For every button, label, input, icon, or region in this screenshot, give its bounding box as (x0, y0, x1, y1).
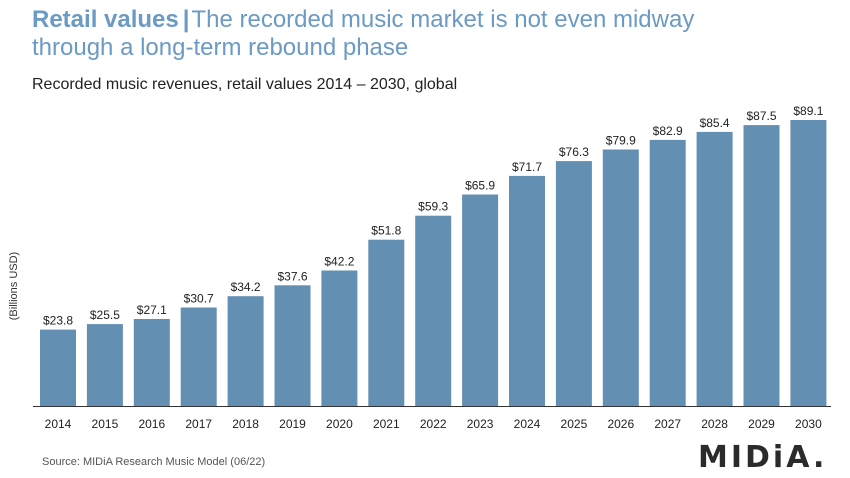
x-tick-2021: 2021 (373, 417, 400, 431)
bar-2018 (227, 296, 264, 406)
x-tick-2019: 2019 (279, 417, 306, 431)
chart-title: Retail values |The recorded music market … (32, 6, 832, 62)
data-label-2029: $87.5 (746, 109, 776, 123)
title-text-1: The recorded music market is not even mi… (191, 6, 695, 33)
x-tick-2022: 2022 (420, 417, 447, 431)
chart-subtitle: Recorded music revenues, retail values 2… (32, 76, 458, 93)
bar-2019 (274, 285, 311, 406)
x-tick-2030: 2030 (795, 417, 822, 431)
title-separator: | (182, 6, 190, 33)
x-tick-2028: 2028 (701, 417, 728, 431)
bar-2023 (462, 194, 499, 406)
bar-2024 (509, 175, 545, 406)
bar-2015 (86, 324, 123, 406)
data-label-2019: $37.6 (277, 269, 307, 283)
x-tick-2023: 2023 (467, 417, 494, 431)
data-label-2018: $34.2 (231, 280, 261, 294)
x-tick-2018: 2018 (232, 417, 259, 431)
x-tick-2025: 2025 (561, 417, 588, 431)
data-label-2016: $27.1 (137, 303, 167, 317)
bar-2017 (180, 307, 217, 406)
data-label-2025: $76.3 (559, 145, 589, 159)
bar-2022 (415, 215, 452, 406)
x-tick-2016: 2016 (138, 417, 165, 431)
data-label-2014: $23.8 (43, 314, 73, 328)
bar-2016 (133, 319, 170, 406)
bar-2028 (696, 131, 733, 406)
bar-2029 (743, 125, 780, 406)
bar-2025 (555, 161, 592, 406)
x-tick-2017: 2017 (185, 417, 212, 431)
data-label-2023: $65.9 (465, 179, 495, 193)
x-tick-2024: 2024 (514, 417, 541, 431)
data-label-2022: $59.3 (418, 200, 448, 214)
midia-logo: MIDiA. (698, 440, 828, 475)
bar-2021 (368, 239, 405, 406)
data-label-2024: $71.7 (512, 160, 542, 174)
title-line-1: Retail values |The recorded music market … (32, 6, 832, 34)
x-tick-2015: 2015 (92, 417, 119, 431)
x-tick-2026: 2026 (607, 417, 634, 431)
bar-2014 (40, 329, 76, 406)
data-label-2028: $85.4 (700, 116, 730, 130)
x-tick-2027: 2027 (654, 417, 681, 431)
x-tick-2014: 2014 (45, 417, 72, 431)
x-tick-2020: 2020 (326, 417, 353, 431)
data-label-2020: $42.2 (324, 255, 354, 269)
bar-2030 (790, 120, 827, 406)
source-note: Source: MIDiA Research Music Model (06/2… (42, 456, 266, 468)
data-label-2015: $25.5 (90, 308, 120, 322)
data-label-2017: $30.7 (184, 292, 214, 306)
title-line-2: through a long-term rebound phase (32, 34, 409, 61)
data-label-2027: $82.9 (653, 124, 683, 138)
data-label-2030: $89.1 (793, 104, 823, 118)
data-label-2026: $79.9 (606, 134, 636, 148)
data-label-2021: $51.8 (371, 224, 401, 238)
bar-2027 (649, 139, 686, 406)
x-tick-2029: 2029 (748, 417, 775, 431)
title-bold: Retail values (32, 6, 179, 33)
bar-2020 (321, 270, 358, 406)
bar-2026 (602, 149, 639, 406)
